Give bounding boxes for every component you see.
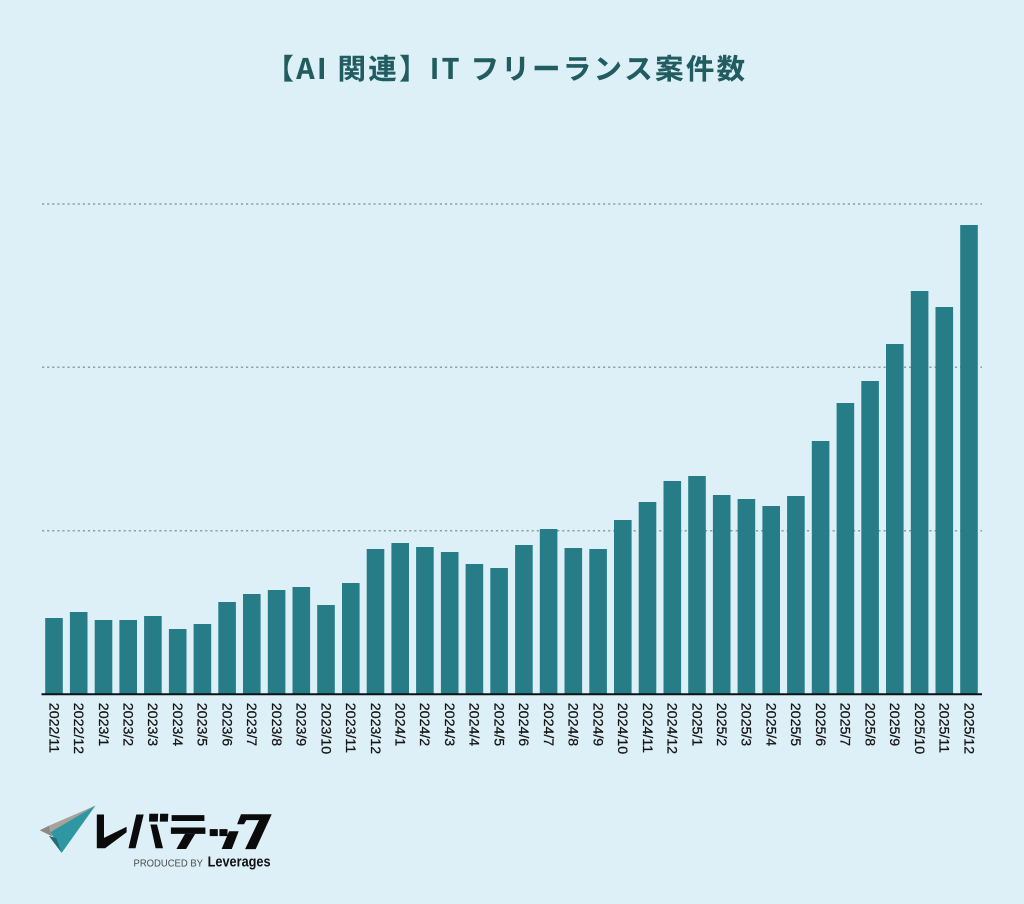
svg-text:2025/10: 2025/10 [911,703,927,754]
svg-text:2024/1: 2024/1 [392,703,408,747]
svg-text:2025/8: 2025/8 [861,703,877,747]
svg-text:2024/12: 2024/12 [664,703,680,754]
svg-text:2025/7: 2025/7 [837,703,853,747]
svg-text:2025/11: 2025/11 [936,703,952,753]
svg-text:2025/12: 2025/12 [960,703,976,754]
svg-text:2023/10: 2023/10 [317,703,333,754]
svg-text:2024/5: 2024/5 [490,703,506,747]
svg-text:2025/1: 2025/1 [688,703,704,747]
svg-text:2023/3: 2023/3 [144,703,160,747]
svg-text:2024/2: 2024/2 [416,703,432,747]
svg-text:2024/8: 2024/8 [565,703,581,747]
svg-text:2022/11: 2022/11 [45,703,61,753]
svg-text:2025/2: 2025/2 [713,703,729,747]
svg-text:2023/2: 2023/2 [119,703,135,747]
svg-text:PRODUCED BY: PRODUCED BY [134,859,204,870]
svg-text:2024/6: 2024/6 [515,703,531,747]
svg-text:2023/5: 2023/5 [194,703,210,747]
svg-text:2023/6: 2023/6 [218,703,234,747]
svg-text:2023/9: 2023/9 [293,703,309,747]
svg-text:2024/7: 2024/7 [540,703,556,747]
svg-text:2024/10: 2024/10 [614,703,630,754]
svg-text:2023/1: 2023/1 [95,703,111,747]
svg-text:2025/3: 2025/3 [738,703,754,747]
svg-text:Leverages: Leverages [208,855,271,871]
svg-text:2023/4: 2023/4 [169,703,185,747]
svg-text:2023/12: 2023/12 [367,703,383,754]
svg-text:2025/5: 2025/5 [787,703,803,747]
svg-text:2024/4: 2024/4 [466,703,482,747]
svg-text:2023/8: 2023/8 [268,703,284,747]
svg-text:2023/11: 2023/11 [342,703,358,753]
svg-text:2024/11: 2024/11 [639,703,655,753]
svg-text:2025/9: 2025/9 [886,703,902,747]
svg-text:2023/7: 2023/7 [243,703,259,747]
svg-text:2022/12: 2022/12 [70,703,86,754]
svg-text:2024/3: 2024/3 [441,703,457,747]
svg-text:2025/4: 2025/4 [763,703,779,747]
svg-text:2025/6: 2025/6 [812,703,828,747]
svg-text:2024/9: 2024/9 [589,703,605,747]
